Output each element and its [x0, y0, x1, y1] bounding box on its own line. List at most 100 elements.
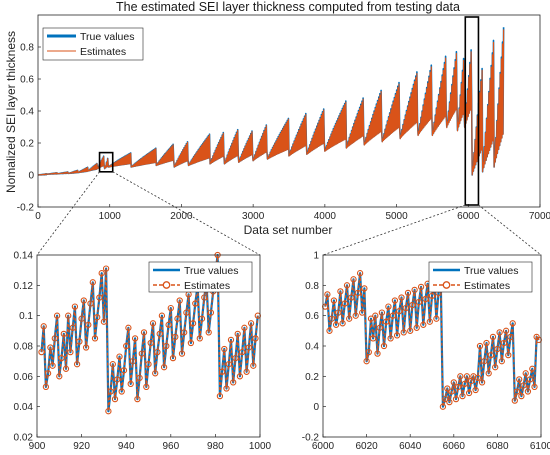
zoom2-ytick-label: 0.4 [305, 342, 319, 353]
zoom1-estimate-point [87, 300, 94, 307]
zoom2-estimate-point [359, 309, 366, 316]
zoom2-xtick-label: 6040 [399, 441, 422, 452]
zoom2-estimate-point [363, 358, 370, 365]
main-axes-box [37, 14, 541, 208]
zoom2-estimate-point [400, 329, 407, 336]
zoom1-estimate-point [250, 362, 257, 369]
zoom2-estimate-point [420, 321, 427, 328]
zoom1-estimate-point [236, 373, 244, 380]
zoom1-estimate-point [183, 309, 190, 316]
zoom2-estimate-point [374, 350, 381, 357]
zoom2-estimate-point [502, 327, 510, 334]
zoom1-estimate-point [169, 354, 177, 362]
zoom1-estimate-point [71, 303, 79, 310]
zoom1-estimate-point [38, 348, 45, 356]
zoom1-estimate-point [127, 380, 134, 388]
zoom1-estimate-point [120, 367, 128, 374]
zoom1-ytick-label: 0.08 [14, 342, 34, 353]
zoom1-ytick-label: 0.1 [19, 311, 33, 322]
zoom2-estimate-point [474, 374, 481, 382]
main-ytick-label: 0.6 [20, 75, 34, 86]
zoom2-estimate-point [356, 270, 364, 277]
zoom2-estimate-point [483, 339, 490, 347]
main-xtick-label: 3000 [242, 211, 265, 222]
zoom1-estimate-point [89, 279, 96, 286]
zoom2-estimate-point [339, 320, 346, 327]
connector-zoom2-right [478, 204, 542, 256]
zoom2-legend-true-label: True values [464, 265, 518, 277]
main-plot-area: 0 1000 2000 3000 4000 5000 6000 7000-0.200.20.4… [17, 16, 550, 222]
zoom1-estimate-point [51, 335, 58, 342]
zoom2-estimate-point [448, 388, 455, 395]
zoom-connectors [36, 171, 542, 256]
zoom2-xtick-label: 6080 [486, 441, 509, 452]
zoom1-estimate-point [178, 350, 186, 357]
zoom2-estimate-point [450, 379, 457, 386]
zoom1-estimate-point [152, 370, 159, 377]
zoom1-estimate-point [80, 297, 87, 304]
zoom2-axes-box [322, 254, 542, 438]
zoom1-legend: True values Estimates [148, 261, 253, 293]
zoom2-estimate-point [457, 373, 464, 380]
zoom1-estimate-point [49, 362, 56, 369]
zoom1-estimate-point [156, 330, 163, 338]
zoom2-estimate-point [511, 397, 518, 404]
zoom1-estimate-point [154, 348, 161, 356]
zoom1-estimate-point [149, 320, 157, 327]
zoom2-estimate-point [459, 392, 466, 400]
zoom2-xtick-label: 6100 [530, 441, 550, 452]
zoom1-estimate-point [40, 323, 47, 330]
zoom1-estimate-point [205, 329, 212, 336]
zoom1-estimate-point [82, 344, 90, 351]
zoom2-xtick-label: 6000 [312, 441, 335, 452]
zoom2-estimate-point [332, 321, 340, 328]
zoom1-estimate-point [114, 376, 121, 383]
main-xtick-label: 2000 [170, 211, 193, 222]
zoom1-ytick-label: 0.14 [14, 251, 34, 262]
zoom2-estimate-point [328, 315, 335, 322]
main-ytick-label: -0.2 [17, 203, 35, 214]
zoom1-estimate-point [109, 361, 116, 368]
zoom1-estimate-point [67, 348, 74, 356]
zoom1-estimate-point [245, 344, 252, 351]
zoom2-estimate-point [396, 307, 403, 315]
zoom1-estimate-point [187, 339, 195, 347]
zoom1-estimate-point [201, 294, 208, 301]
zoom2-estimate-point [487, 351, 495, 359]
zoom2-estimate-point [522, 370, 529, 377]
zoom2-estimate-point [428, 292, 436, 300]
zoom2-estimate-point [341, 300, 348, 307]
main-xtick-label: 0 [35, 211, 41, 222]
zoom1-estimate-point [134, 395, 141, 403]
zoom2-estimate-point [529, 365, 536, 372]
zoom2-estimate-point [409, 301, 416, 309]
zoom2-estimate-point [346, 315, 353, 322]
zoom1-legend-box [148, 261, 253, 293]
zoom2-estimate-point [326, 327, 333, 334]
zoom1-estimate-point [145, 361, 152, 368]
zoom2-estimate-point [446, 398, 453, 406]
zoom2-ytick-label: 0.2 [305, 372, 319, 383]
connector-zoom2-left [322, 204, 466, 256]
zoom1-estimate-point [216, 392, 224, 400]
main-chart: The estimated SEI layer thickness comput… [4, 0, 550, 237]
zoom2-legend: True values Estimates [428, 261, 533, 293]
main-ytick-label: 0.4 [20, 107, 34, 118]
zoom1-estimate-point [172, 333, 179, 341]
zoom2-estimate-point [391, 297, 399, 304]
zoom2-estimate-point [393, 332, 401, 339]
main-xtick-label: 7000 [529, 211, 550, 222]
zoom1-estimate-point [136, 374, 143, 382]
zoom1-estimate-point [56, 373, 63, 380]
zoom2-estimate-point [354, 289, 362, 297]
zoom1-estimate-point [160, 364, 168, 371]
zoom2-estimate-point [505, 351, 512, 359]
zoom2-estimate-point [498, 358, 505, 365]
main-ytick-label: 0.8 [20, 43, 34, 54]
zoom2-estimate-point [389, 312, 396, 319]
zoom2-estimate-point [526, 376, 534, 383]
zoom1-estimate-point [60, 330, 67, 338]
zoom2-estimate-point [407, 327, 414, 334]
zoom1-estimate-point [227, 336, 235, 344]
zoom1-estimate-point [176, 297, 183, 304]
